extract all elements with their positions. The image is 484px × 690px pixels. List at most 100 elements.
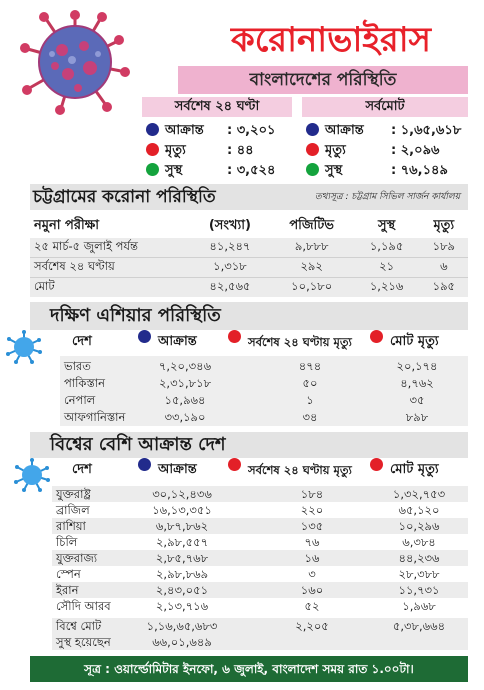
- total-heading: সর্বমোট: [302, 97, 468, 117]
- stat-label: আক্রান্ত: [325, 123, 364, 138]
- infected-value: ১,১৬,৬৫,৬৮৩: [146, 619, 218, 633]
- infected-value: ২,৪৩,০৫১: [155, 583, 209, 597]
- chattogram-title: চট্টগ্রামের করোনা পরিস্থিতি: [33, 187, 216, 207]
- column-total-deaths: মোট মৃত্যু: [390, 334, 439, 349]
- list-item: আফগানিস্তান ৩৩,১৯০ ৩৪ ৮৯৮: [60, 409, 468, 426]
- deaths24-value: ৭৬: [304, 535, 320, 549]
- column-deaths24: সর্বশেষ ২৪ ঘণ্টায় মৃত্যু: [248, 335, 352, 349]
- column-country: দেশ: [72, 334, 92, 349]
- country-name: সৌদি আরব: [56, 599, 111, 613]
- stat-label: সুস্থ: [325, 163, 343, 178]
- country-name: রাশিয়া: [56, 519, 86, 533]
- stat-label: আক্রান্ত: [165, 123, 204, 138]
- list-item: স্পেন ২,৯৮,৮৬৯ ৩ ২৮,৩৮৮: [52, 566, 468, 582]
- table-cell: ১,১৯৫: [353, 238, 420, 258]
- infected-value: ৩০,১২,৪৩৬: [152, 487, 212, 501]
- list-item: নেপাল ১৫,৯৬৪ ১ ৩৫: [60, 392, 468, 409]
- infected-value: ১৬,১৩,৩৫১: [152, 503, 212, 517]
- column-country: দেশ: [72, 462, 92, 477]
- deaths24-value: ৫০: [302, 376, 318, 390]
- red-dot-icon: [306, 143, 319, 156]
- table-cell: ৯,৮৮৮: [269, 238, 354, 258]
- list-item: ব্রাজিল ১৬,১৩,৩৫১ ২২০ ৬৫,১২০: [52, 502, 468, 518]
- total-deaths-value: ১,৯৬৮: [402, 599, 436, 613]
- page-title: করোনাভাইরাস: [230, 20, 432, 60]
- south-asia-section-header: দক্ষিণ এশিয়ার পরিস্থিতি: [30, 302, 468, 330]
- stat-value: : ৭৬,১৪৯: [391, 163, 448, 178]
- table-cell: ৪১,২৪৭: [190, 238, 270, 258]
- blue-dot-icon: [306, 123, 319, 136]
- infected-value: ২,৩১,৮১৮: [158, 376, 212, 390]
- column-header: পজিটিভ: [289, 217, 334, 233]
- country-name: যুক্তরাজ্য: [56, 551, 98, 565]
- total-deaths-value: ৫,৩৮,৬৬৪: [392, 619, 446, 633]
- table-cell: ৪২,৫৬৫: [190, 277, 270, 297]
- deaths24-value: ৪৭৪: [298, 359, 322, 373]
- south-asia-column-headers: দেশ আক্রান্ত সর্বশেষ ২৪ ঘণ্টায় মৃত্যু ম…: [30, 330, 468, 354]
- country-name: বিশ্বে মোট: [56, 619, 102, 633]
- world-recovered-row: সুস্থ হয়েছেন ৬৬,০১,৬৪৯: [52, 634, 468, 650]
- world-section-header: বিশ্বের বেশি আক্রান্ত দেশ: [30, 432, 468, 458]
- last24-recovered-row: সুস্থ : ৩,৫২৪: [146, 161, 275, 181]
- total-deaths-value: ৪৪,২৩৬: [398, 551, 440, 565]
- infected-value: ২,৮৫,৭৬৮: [155, 551, 209, 565]
- column-deaths24: সর্বশেষ ২৪ ঘণ্টায় মৃত্যু: [248, 463, 352, 477]
- chattogram-table: নমুনা পরীক্ষা (সংখ্যা) পজিটিভ সুস্থ মৃত্…: [30, 214, 468, 297]
- table-header-row: নমুনা পরীক্ষা (সংখ্যা) পজিটিভ সুস্থ মৃত্…: [30, 214, 468, 238]
- list-item: পাকিস্তান ২,৩১,৮১৮ ৫০ ৪,৭৬২: [60, 375, 468, 392]
- country-name: আফগানিস্তান: [64, 410, 126, 424]
- source-footer: সূত্র : ওয়ার্ল্ডোমিটার ইনফো, ৬ জুলাই, ব…: [30, 656, 468, 682]
- last24-heading: সর্বশেষ ২৪ ঘণ্টা: [142, 97, 292, 117]
- stat-label: সুস্থ: [165, 163, 183, 178]
- deaths24-value: ২২০: [300, 503, 324, 517]
- virus-icon: [14, 458, 50, 492]
- column-header: (সংখ্যা): [208, 217, 251, 233]
- green-dot-icon: [146, 163, 159, 176]
- country-name: ব্রাজিল: [56, 503, 90, 517]
- infected-value: ৭,২০,৩৪৬: [158, 359, 212, 373]
- table-cell: ১৮৯: [419, 238, 468, 258]
- column-infected: আক্রান্ত: [158, 462, 197, 477]
- world-column-headers: দেশ আক্রান্ত সর্বশেষ ২৪ ঘণ্টায় মৃত্যু ম…: [30, 458, 468, 482]
- total-recovered-row: সুস্থ : ৭৬,১৪৯: [306, 161, 448, 181]
- last24-deaths-row: মৃত্যু: ৪৪: [146, 141, 254, 161]
- stat-value: : ৩,২০১: [227, 123, 276, 138]
- country-name: স্পেন: [56, 567, 81, 581]
- stat-label: মৃত্যু: [325, 143, 346, 158]
- deaths24-value: ১৬০: [300, 583, 324, 597]
- total-deaths-value: ২৮,৩৮৮: [398, 567, 440, 581]
- table-cell: সর্বশেষ ২৪ ঘণ্টায়: [30, 257, 190, 278]
- red-dot-icon: [146, 143, 159, 156]
- stat-value: : ৩,৫২৪: [227, 163, 276, 178]
- list-item: সৌদি আরব ২,১৩,৭১৬ ৫২ ১,৯৬৮: [52, 598, 468, 614]
- country-name: যুক্তরাষ্ট্র: [56, 487, 91, 501]
- deaths24-value: ৩৪: [302, 410, 318, 424]
- list-item: যুক্তরাজ্য ২,৮৫,৭৬৮ ১৬ ৪৪,২৩৬: [52, 550, 468, 566]
- country-name: ভারত: [64, 359, 91, 373]
- total-infected-row: আক্রান্ত: ১,৬৫,৬১৮: [306, 121, 461, 141]
- infected-value: ২,১৩,৭১৬: [155, 599, 209, 613]
- stat-value: : ২,০৯৬: [391, 143, 440, 158]
- table-cell: ৬: [419, 257, 468, 278]
- list-item: ভারত ৭,২০,৩৪৬ ৪৭৪ ২০,১৭৪: [60, 358, 468, 375]
- country-name: সুস্থ হয়েছেন: [56, 635, 111, 649]
- table-cell: মোট: [30, 277, 190, 297]
- table-cell: ১,২১৬: [353, 277, 420, 297]
- total-deaths-value: ৩৫: [409, 393, 425, 407]
- deaths24-value: ১৬: [304, 551, 320, 565]
- south-asia-title: দক্ষিণ এশিয়ার পরিস্থিতি: [50, 305, 221, 326]
- deaths24-value: ৫২: [304, 599, 320, 613]
- deaths24-value: ৩: [308, 567, 316, 581]
- total-deaths-value: ৬,৩৮৪: [402, 535, 436, 549]
- stat-label: মৃত্যু: [165, 143, 186, 158]
- list-item: ইরান ২,৪৩,০৫১ ১৬০ ১১,৭৩১: [52, 582, 468, 598]
- total-deaths-value: ১০,২৯৬: [398, 519, 440, 533]
- table-row: ২৫ মার্চ-৫ জুলাই পর্যন্ত ৪১,২৪৭ ৯,৮৮৮ ১,…: [30, 238, 468, 258]
- total-deaths-value: ৬৫,১২০: [398, 503, 440, 517]
- total-deaths-value: ৮৯৮: [405, 410, 429, 424]
- list-item: যুক্তরাষ্ট্র ৩০,১২,৪৩৬ ১৮৪ ১,৩২,৭৫৩: [52, 486, 468, 502]
- table-cell: ১০,১৮০: [269, 277, 354, 297]
- last24-infected-row: আক্রান্ত : ৩,২০১: [146, 121, 275, 141]
- list-item: চিলি ২,৯৮,৫৫৭ ৭৬ ৬,৩৮৪: [52, 534, 468, 550]
- table-cell: ২১: [353, 257, 420, 278]
